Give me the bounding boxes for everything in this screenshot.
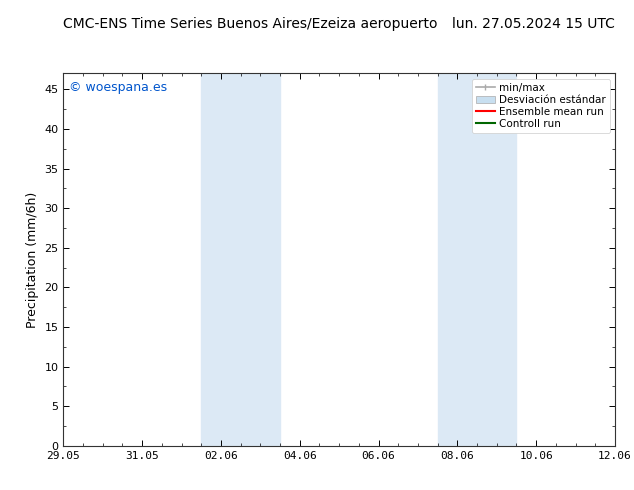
- Bar: [437, 74, 517, 446]
- Bar: [202, 74, 280, 446]
- Legend: min/max, Desviación estándar, Ensemble mean run, Controll run: min/max, Desviación estándar, Ensemble m…: [472, 79, 610, 133]
- Y-axis label: Precipitation (mm/6h): Precipitation (mm/6h): [26, 192, 39, 328]
- Text: lun. 27.05.2024 15 UTC: lun. 27.05.2024 15 UTC: [452, 17, 615, 31]
- Text: © woespana.es: © woespana.es: [69, 81, 167, 94]
- Text: CMC-ENS Time Series Buenos Aires/Ezeiza aeropuerto: CMC-ENS Time Series Buenos Aires/Ezeiza …: [63, 17, 438, 31]
